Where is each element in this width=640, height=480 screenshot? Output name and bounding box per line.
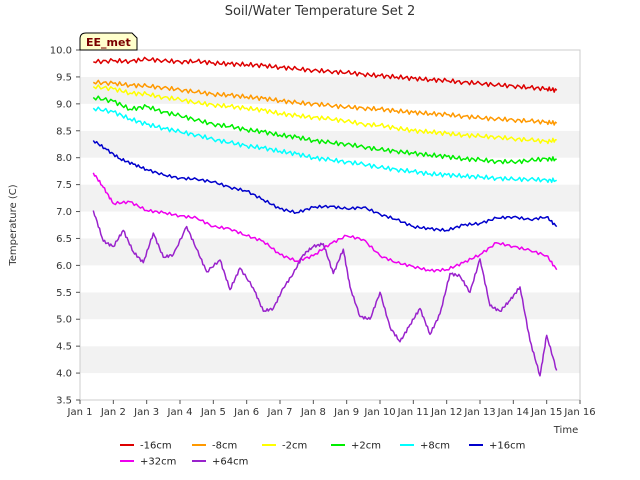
y-tick-label: 4.5 (56, 342, 72, 353)
grid-band (80, 373, 580, 400)
x-tick-label: Jan 12 (430, 407, 462, 418)
series-line-+64cm (92, 210, 558, 377)
series-layer (92, 56, 558, 377)
grid-band (80, 76, 580, 104)
grid-band (80, 50, 580, 77)
x-tick-label: Jan 13 (463, 407, 495, 418)
x-tick-label: Jan 4 (167, 407, 193, 418)
x-tick-label: Jan 9 (333, 407, 359, 418)
x-tick-label: Jan 5 (200, 407, 226, 418)
legend-label: +16cm (489, 441, 525, 452)
legend-label: +32cm (140, 457, 176, 468)
legend-label: +2cm (351, 441, 381, 452)
y-tick-label: 10.0 (50, 46, 72, 57)
y-tick-label: 9.5 (56, 72, 72, 83)
grid-band (80, 211, 580, 239)
y-tick-label: 4.0 (56, 369, 72, 380)
y-tick-label: 8.5 (56, 126, 72, 137)
x-tick-label: Jan 10 (363, 407, 395, 418)
x-tick-label: Jan 1 (67, 407, 93, 418)
legend-label: -2cm (282, 441, 307, 452)
x-tick-label: Jan 7 (267, 407, 293, 418)
grid-band (80, 130, 580, 158)
chart-title: Soil/Water Temperature Set 2 (225, 4, 416, 19)
grid-bands (80, 50, 580, 400)
grid-band (80, 265, 580, 293)
grid-band (80, 184, 580, 212)
station-badge-label: EE_met (86, 36, 131, 49)
y-tick-label: 7.5 (56, 180, 72, 191)
x-tick-label: Jan 14 (497, 407, 529, 418)
x-tick-label: Jan 11 (397, 407, 429, 418)
x-tick-label: Jan 6 (233, 407, 259, 418)
y-tick-label: 3.5 (56, 396, 72, 407)
y-axis-ticks: 3.5 4.0 4.5 5.0 5.5 6.0 6.5 7.0 7.5 8.0 8.5 9.0 9.5 1… (50, 46, 80, 407)
y-tick-label: 8.0 (56, 153, 72, 164)
x-tick-label: Jan 2 (100, 407, 126, 418)
grid-band (80, 346, 580, 374)
x-tick-label: Jan 15 (530, 407, 562, 418)
y-tick-label: 5.5 (56, 288, 72, 299)
station-badge: EE_met (79, 32, 138, 51)
series-line-+16cm (92, 140, 558, 232)
x-tick-label: Jan 8 (300, 407, 326, 418)
legend: -16cm -8cm -2cm +2cm +8cm +16cm +32cm +64cm (120, 441, 525, 468)
x-axis-label: Time (553, 425, 578, 436)
legend-label: +64cm (212, 457, 248, 468)
y-tick-label: 6.0 (56, 261, 72, 272)
series-line-+2cm (92, 95, 557, 165)
series-line-+8cm (92, 106, 557, 184)
legend-label: -8cm (212, 441, 237, 452)
series-line--8cm (92, 79, 558, 126)
y-tick-label: 6.5 (56, 234, 72, 245)
y-axis-label: Temperature (C) (8, 184, 19, 266)
grid-band (80, 103, 580, 131)
plot-frame (79, 49, 581, 401)
x-axis-ticks: Jan 1 Jan 2 Jan 3 Jan 4 Jan 5 Jan 6 Jan 7 Jan 8… (67, 400, 596, 418)
series-line-+32cm (92, 172, 558, 273)
series-line--2cm (92, 84, 557, 145)
legend-label: -16cm (140, 441, 172, 452)
x-tick-label: Jan 3 (133, 407, 159, 418)
grid-band (80, 319, 580, 347)
grid-band (80, 292, 580, 320)
y-tick-label: 9.0 (56, 99, 72, 110)
y-tick-label: 7.0 (56, 207, 72, 218)
x-tick-label: Jan 16 (563, 407, 595, 418)
legend-label: +8cm (420, 441, 450, 452)
y-tick-label: 5.0 (56, 315, 72, 326)
series-line--16cm (93, 56, 558, 93)
station-badge-box (79, 32, 138, 51)
